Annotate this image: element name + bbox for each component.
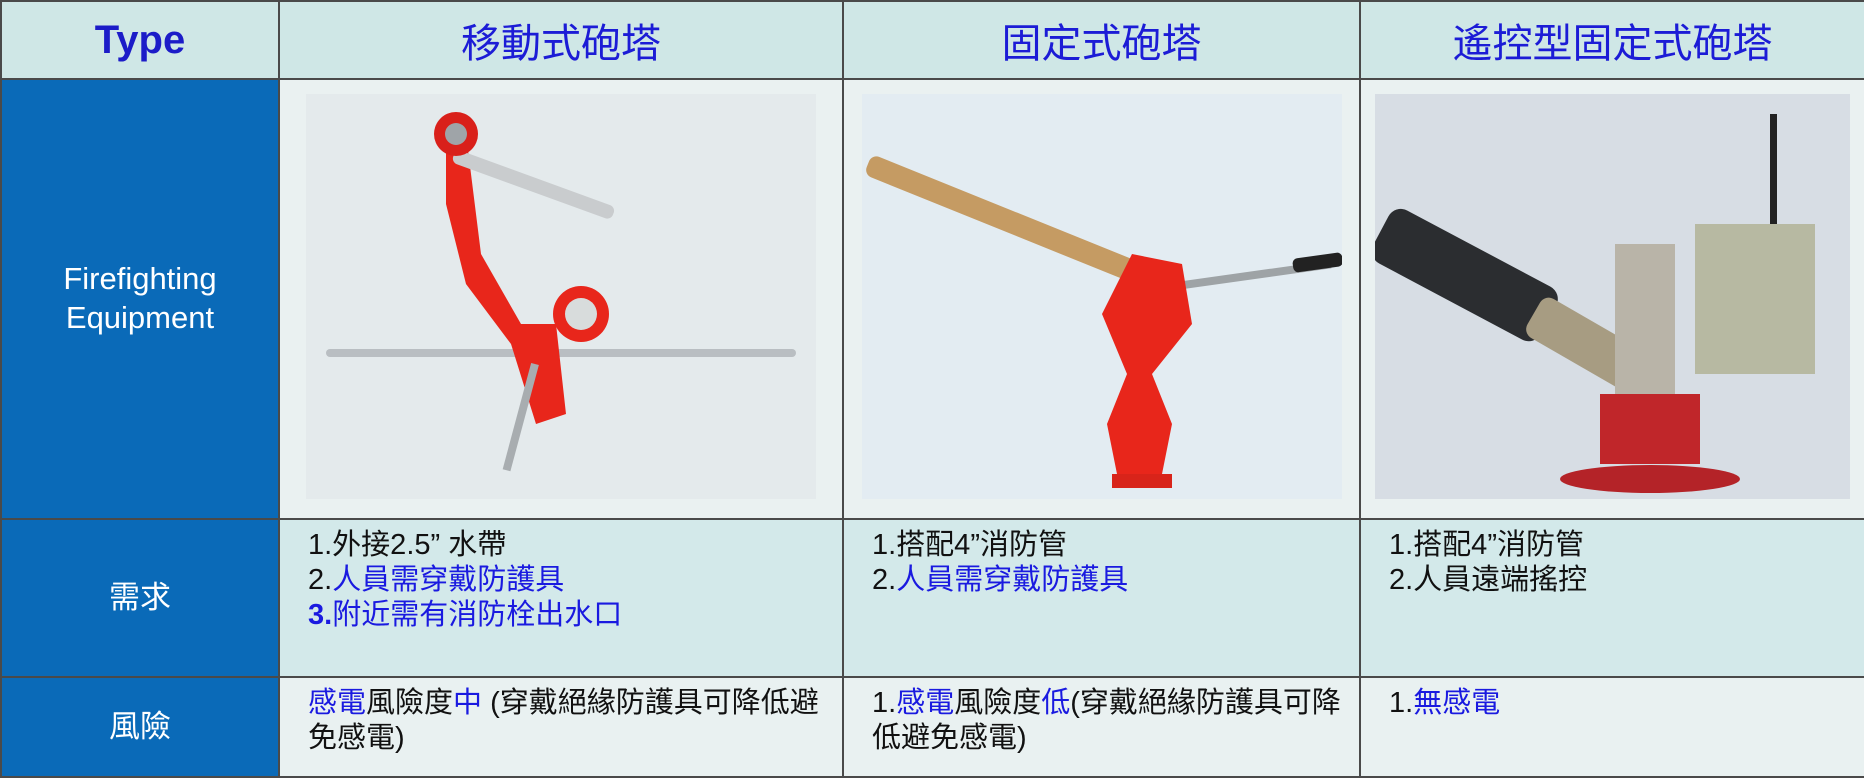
text-cell: 1.無感電 <box>1359 676 1864 778</box>
highlight-text: 無感電 <box>1413 687 1501 719</box>
text-cell: 1.外接2.5” 水帶 2.人員需穿戴防護具 3.附近需有消防栓出水口 <box>278 518 844 678</box>
text-line: 3.附近需有消防栓出水口 <box>308 598 832 633</box>
image-cell <box>1359 78 1864 520</box>
text: 2. <box>308 564 333 596</box>
header-row: Type 移動式砲塔 固定式砲塔 遙控型固定式砲塔 <box>0 0 1864 80</box>
header-cell: Type <box>0 0 280 80</box>
text: 風險度 <box>366 687 454 719</box>
text: 2. <box>872 564 897 596</box>
highlight-text: 低 <box>1041 687 1071 719</box>
highlight-text: 人員需穿戴防護具 <box>896 564 1129 596</box>
needs-row: 需求 1.外接2.5” 水帶 2.人員需穿戴防護具 3.附近需有消防栓出水口 1.搭… <box>0 518 1864 678</box>
text-cell: 1.感電風險度低(穿戴絕緣防護具可降低避免感電) <box>842 676 1361 778</box>
highlight-text: 3. <box>308 599 333 631</box>
text: 2.人員遠端搖控 <box>1389 564 1588 596</box>
text: (穿戴絕緣防護具可降低避免感電) <box>308 687 819 754</box>
text-line: 2.人員需穿戴防護具 <box>308 563 832 598</box>
text-cell: 1.搭配4”消防管 2.人員遠端搖控 <box>1359 518 1864 678</box>
image-cell <box>842 78 1361 520</box>
text-cell: 1.搭配4”消防管 2.人員需穿戴防護具 <box>842 518 1361 678</box>
equipment-photo <box>861 94 1343 499</box>
highlight-text: 感電 <box>896 687 955 719</box>
text-line: 1.外接2.5” 水帶 <box>308 528 832 563</box>
text: 1. <box>1389 687 1414 719</box>
text-line: 感電風險度中 (穿戴絕緣防護具可降低避免感電) <box>308 686 832 756</box>
text: 1.外接2.5” 水帶 <box>308 529 507 561</box>
text: 1. <box>872 687 897 719</box>
text-line: 2.人員遠端搖控 <box>1389 563 1854 598</box>
text: 1.搭配4”消防管 <box>1389 529 1584 561</box>
highlight-text: 人員需穿戴防護具 <box>332 564 565 596</box>
header-cell: 固定式砲塔 <box>842 0 1361 80</box>
row-label: 風險 <box>0 676 280 778</box>
text-line: 2.人員需穿戴防護具 <box>872 563 1349 598</box>
header-cell: 移動式砲塔 <box>278 0 844 80</box>
equipment-row: Firefighting Equipment <box>0 78 1864 520</box>
text: 1.搭配4”消防管 <box>872 529 1067 561</box>
highlight-text: 感電 <box>308 687 367 719</box>
row-label: 需求 <box>0 518 280 678</box>
equipment-photo <box>306 94 816 499</box>
text-line: 1.感電風險度低(穿戴絕緣防護具可降低避免感電) <box>872 686 1349 756</box>
header-cell: 遙控型固定式砲塔 <box>1359 0 1864 80</box>
equipment-photo <box>1371 94 1850 499</box>
text-line: 1.搭配4”消防管 <box>1389 528 1854 563</box>
highlight-text: 附近需有消防栓出水口 <box>332 599 623 631</box>
risk-row: 風險 感電風險度中 (穿戴絕緣防護具可降低避免感電) 1.感電風險度低(穿戴絕緣… <box>0 676 1864 778</box>
text: (穿戴絕緣防護具可降低避免感電) <box>872 687 1341 754</box>
image-cell <box>278 78 844 520</box>
text-line: 1.搭配4”消防管 <box>872 528 1349 563</box>
highlight-text: 中 <box>453 687 483 719</box>
text-cell: 感電風險度中 (穿戴絕緣防護具可降低避免感電) <box>278 676 844 778</box>
text: 風險度 <box>954 687 1042 719</box>
text-line: 1.無感電 <box>1389 686 1854 721</box>
row-label: Firefighting Equipment <box>0 78 280 520</box>
